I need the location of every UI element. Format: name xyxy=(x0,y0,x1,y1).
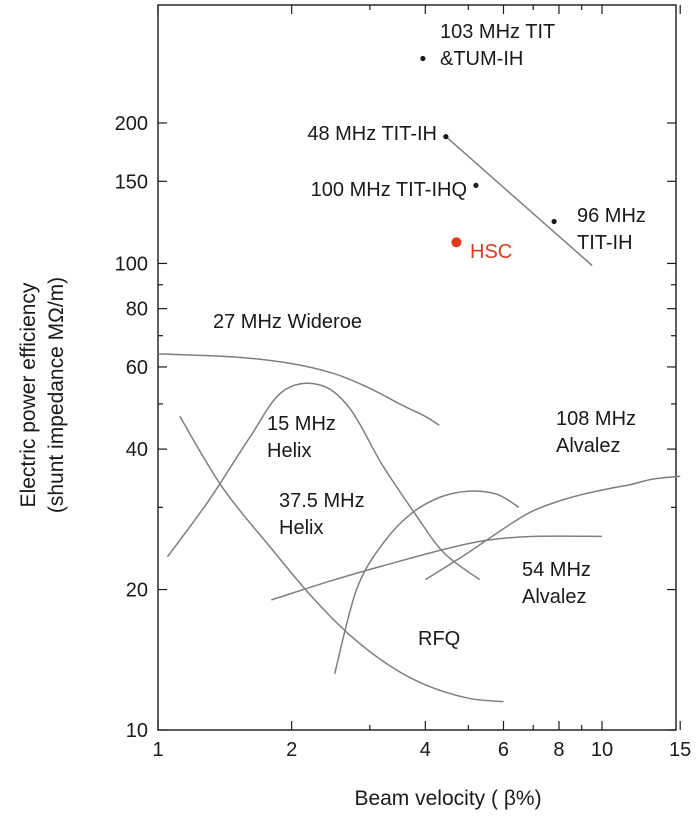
label-line: 37.5 MHz xyxy=(279,490,365,512)
y-tick-label: 20 xyxy=(126,580,148,602)
label-54-mhz-alvalez: 54 MHz Alvalez xyxy=(522,559,591,608)
x-axis-label: Beam velocity ( β%) xyxy=(354,787,541,810)
label-line: 54 MHz xyxy=(522,559,591,581)
x-tick-label: 4 xyxy=(420,739,431,761)
label-48-mhz-tit-ih: 48 MHz TIT-IH xyxy=(307,123,437,145)
label-rfq: RFQ xyxy=(418,628,460,650)
label-line: Helix xyxy=(279,517,323,539)
label-line: Helix xyxy=(267,440,311,462)
label-15-mhz-helix: 15 MHz Helix xyxy=(267,413,336,462)
x-tick-label: 6 xyxy=(498,739,509,761)
label-100-mhz-tit-ihq: 100 MHz TIT-IHQ xyxy=(311,179,467,201)
y-tick-label: 40 xyxy=(126,439,148,461)
point-hsc xyxy=(451,237,462,248)
point-100-mhz-tit-ihq xyxy=(473,182,479,188)
y-tick-label: 10 xyxy=(126,720,148,742)
x-tick-label: 15 xyxy=(669,739,691,761)
curve-37-5-mhz-helix xyxy=(179,416,504,703)
label-line: 103 MHz TIT xyxy=(440,21,555,43)
curve-54-mhz-alvalez xyxy=(271,535,603,601)
label-line: 15 MHz xyxy=(267,413,336,435)
curve-15-mhz-helix xyxy=(166,382,481,581)
label-line: 48 MHz TIT-IH xyxy=(307,123,437,145)
label-108-mhz-alvalez: 108 MHz Alvalez xyxy=(556,408,636,457)
point-48-mhz-tit-ih xyxy=(443,134,449,140)
label-27-mhz-wideroe: 27 MHz Wideroe xyxy=(213,311,362,333)
point-103-mhz-tit-tum-ih xyxy=(420,55,426,62)
label-line: &TUM-IH xyxy=(440,48,523,70)
label-line: Alvalez xyxy=(522,586,586,608)
label-96-mhz-tit-ih: 96 MHz TIT-IH xyxy=(577,205,646,254)
point-96-mhz-tit-ih xyxy=(551,218,557,225)
label-37-5-mhz-helix: 37.5 MHz Helix xyxy=(279,490,365,539)
label-line: 100 MHz TIT-IHQ xyxy=(311,179,467,201)
curve-group xyxy=(157,136,681,703)
x-tick-label: 10 xyxy=(591,739,613,761)
label-line: 27 MHz Wideroe xyxy=(213,311,362,333)
point-group xyxy=(420,55,557,248)
y-tick-label: 60 xyxy=(126,357,148,379)
curve-ih-trend-line xyxy=(445,136,593,267)
label-103-mhz-tit-tum-ih: 103 MHz TIT &TUM-IH xyxy=(440,21,555,70)
label-line: Alvalez xyxy=(556,435,620,457)
label-line: 108 MHz xyxy=(556,408,636,430)
plot-frame xyxy=(157,4,677,731)
y-tick-label: 80 xyxy=(126,299,148,321)
label-line: RFQ xyxy=(418,628,460,650)
curve-rfq xyxy=(333,490,520,674)
y-axis-label: Electric power efficiency (shunt impedan… xyxy=(17,277,68,513)
tick-group: 1 2 4 6 8 10 15 10 20 40 60 80 100 150 200 xyxy=(115,5,691,761)
y-tick-label: 200 xyxy=(115,113,148,135)
y-axis-label-line-2: (shunt impedance MΩ/m) xyxy=(45,277,68,513)
curve-27-mhz-wideroe xyxy=(157,353,440,426)
x-tick-label: 2 xyxy=(286,739,297,761)
x-tick-label: 1 xyxy=(152,739,163,761)
x-tick-label: 8 xyxy=(553,739,564,761)
label-line: 96 MHz xyxy=(577,205,646,227)
label-hsc: HSC xyxy=(470,241,512,263)
y-tick-label: 150 xyxy=(115,171,148,193)
curve-108-mhz-alvalez xyxy=(424,475,681,581)
y-axis-label-line-1: Electric power efficiency xyxy=(17,282,40,507)
y-tick-label: 100 xyxy=(115,253,148,275)
label-line: TIT-IH xyxy=(577,232,633,254)
annotation-group: 103 MHz TIT &TUM-IH 48 MHz TIT-IH 100 MHz T… xyxy=(213,21,646,650)
label-line: HSC xyxy=(470,241,512,263)
